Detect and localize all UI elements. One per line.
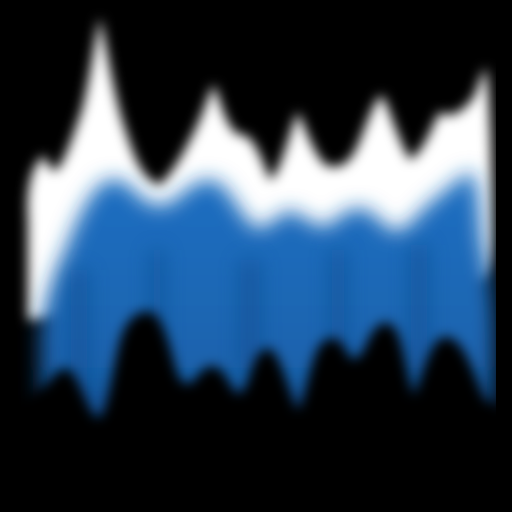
black-drips bbox=[0, 311, 512, 512]
right-edge-shadow bbox=[496, 0, 512, 512]
blue-streaks bbox=[70, 245, 428, 400]
